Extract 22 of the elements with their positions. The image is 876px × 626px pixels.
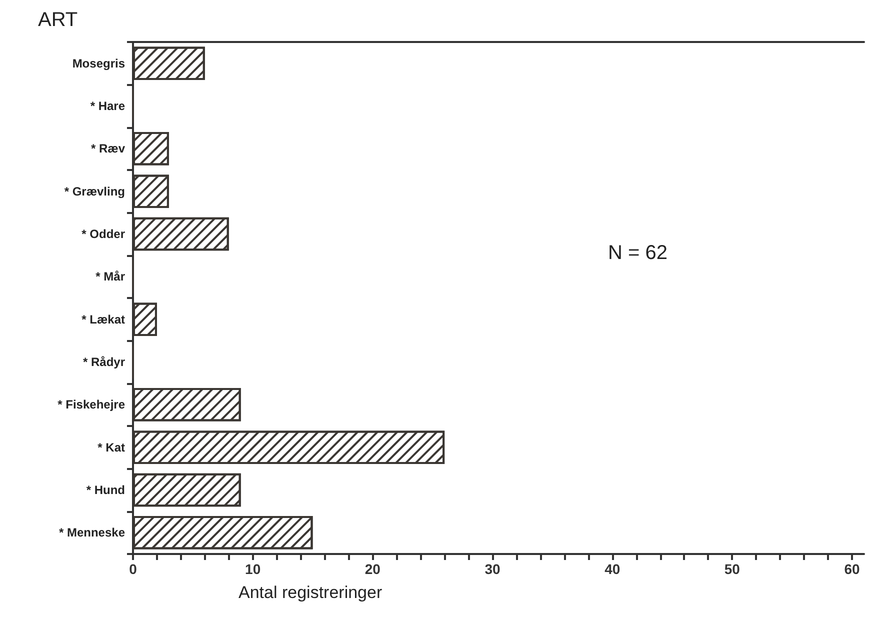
x-tick-label: 10 — [245, 561, 261, 577]
x-tick-label: 40 — [604, 561, 620, 577]
y-tick-label: * Ræv — [90, 142, 126, 156]
y-tick-label: * Grævling — [64, 184, 125, 198]
x-axis-title: Antal registreringer — [238, 583, 382, 602]
x-tick-label: 20 — [364, 561, 381, 577]
y-axis-title: ART — [38, 9, 78, 31]
y-tick-label: * Rådyr — [82, 355, 126, 369]
y-tick-label: * Kat — [98, 440, 125, 454]
y-tick-label: * Lækat — [82, 312, 125, 326]
y-tick-label: * Mår — [96, 270, 126, 284]
x-tick-label: 0 — [129, 561, 138, 577]
y-tick-label: * Hare — [90, 99, 126, 113]
y-tick-label: * Fiskehejre — [58, 398, 126, 412]
y-tick-label: * Hund — [86, 483, 125, 497]
y-tick-label: * Odder — [82, 227, 126, 241]
x-tick-label: 60 — [844, 561, 860, 577]
x-tick-label: 50 — [724, 561, 740, 577]
y-tick-label: Mosegris — [72, 56, 126, 70]
x-tick-label: 30 — [484, 561, 501, 577]
annotation: N = 62 — [608, 242, 668, 264]
y-tick-label: * Menneske — [58, 526, 126, 540]
